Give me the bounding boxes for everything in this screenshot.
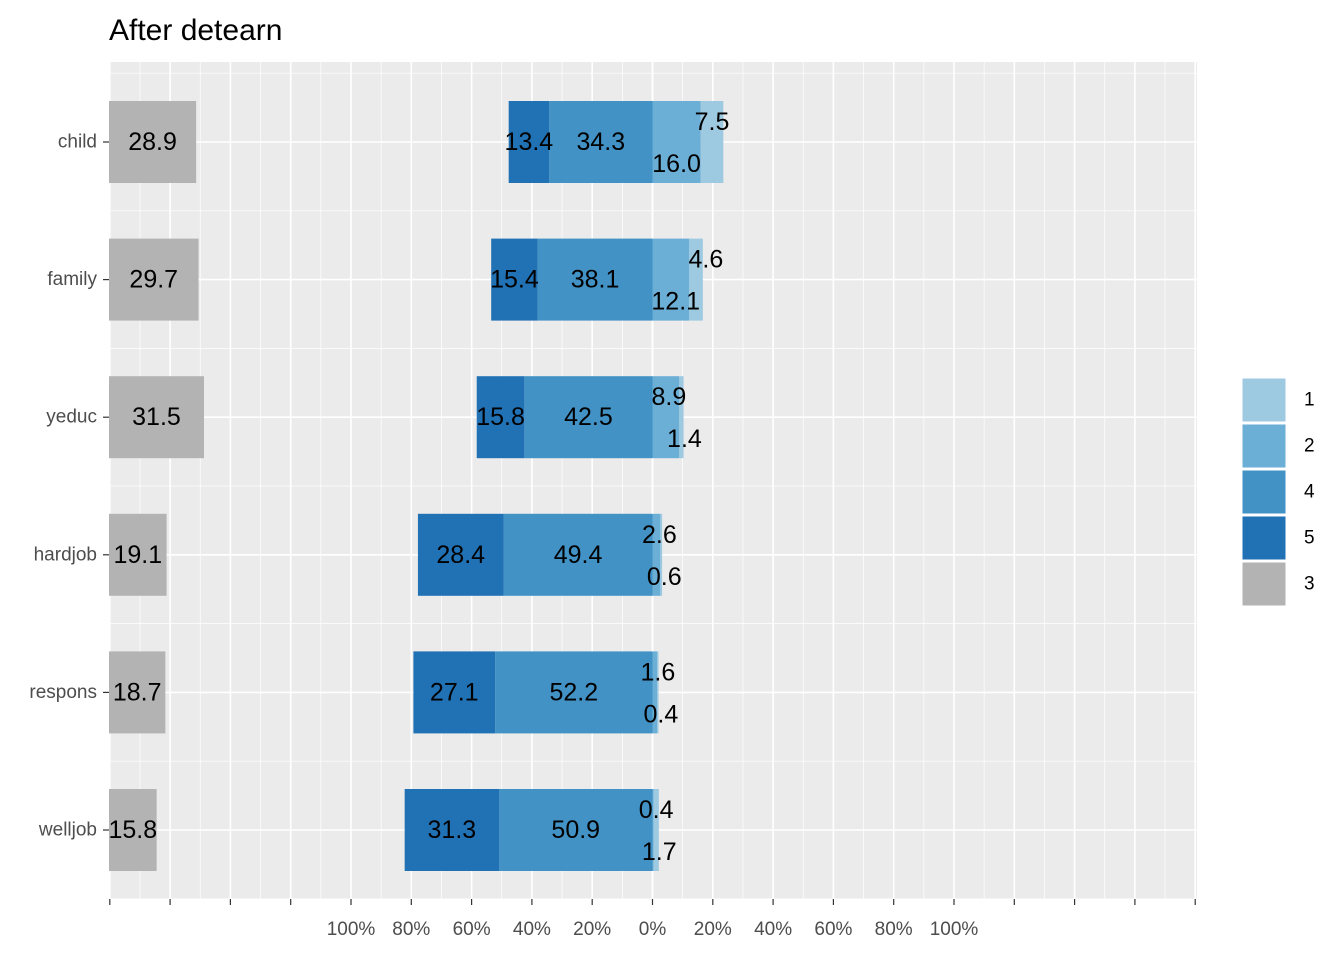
bar-segment-2-respons <box>652 651 658 734</box>
bar-segment-5-welljob <box>404 789 500 871</box>
y-axis: child family yeduc hardjob respons welljob <box>29 132 109 841</box>
legend-key-4 <box>1241 469 1287 515</box>
legend-key-5 <box>1241 515 1287 561</box>
x-tick-label: 80% <box>392 919 430 940</box>
bar-label-1-hardjob: 0.6 <box>647 563 682 591</box>
bar-segment-1-child <box>700 101 724 183</box>
bar-segment-2-yeduc <box>652 376 680 459</box>
x-tick-label: 100% <box>327 919 376 940</box>
bar-label-3-child: 28.9 <box>128 128 177 156</box>
legend-label-1: 1 <box>1304 390 1315 411</box>
bar-segment-5-child <box>508 101 550 183</box>
x-tick-label: 20% <box>694 919 732 940</box>
bar-segment-2-child <box>652 101 701 183</box>
gridlines <box>109 62 1197 900</box>
bar-label-4-yeduc: 42.5 <box>564 403 613 431</box>
x-tick-label: 60% <box>453 919 491 940</box>
bar-segment-4-welljob <box>499 789 653 871</box>
bar-labels: 34.3 13.4 7.5 16.0 28.9 38.1 15.4 4.6 12.1 29.7 42… <box>108 108 729 866</box>
bar-label-1-welljob: 1.7 <box>642 838 677 866</box>
bar-segment-1-welljob <box>653 789 659 871</box>
x-tick-label: 80% <box>875 919 913 940</box>
bar-segment-4-family <box>537 238 653 321</box>
bar-label-5-welljob: 31.3 <box>428 816 477 844</box>
bar-label-5-child: 13.4 <box>505 128 554 156</box>
bar-label-4-family: 38.1 <box>571 266 620 294</box>
bar-segment-2-family <box>652 238 689 321</box>
bar-label-4-welljob: 50.9 <box>551 816 600 844</box>
legend: 1 2 4 5 3 <box>1241 377 1315 607</box>
bar-segment-3-yeduc <box>109 376 204 459</box>
bar-segment-1-hardjob <box>660 513 663 596</box>
legend-label-4: 4 <box>1304 482 1315 503</box>
x-tick-label: 20% <box>573 919 611 940</box>
bar-label-4-respons: 52.2 <box>549 678 598 706</box>
legend-label-5: 5 <box>1304 528 1315 549</box>
bar-label-1-respons: 0.4 <box>644 700 679 728</box>
bar-label-5-hardjob: 28.4 <box>436 541 485 569</box>
bar-segment-3-respons <box>109 651 166 734</box>
x-tick-label: 100% <box>930 919 979 940</box>
legend-key-2 <box>1241 423 1287 469</box>
bar-segment-4-hardjob <box>503 513 653 596</box>
legend-key-3 <box>1241 561 1287 607</box>
bar-segment-1-family <box>688 238 703 321</box>
bar-segment-5-hardjob <box>417 513 504 596</box>
bar-segment-4-respons <box>495 651 653 734</box>
bar-label-3-respons: 18.7 <box>113 678 162 706</box>
bar-label-3-family: 29.7 <box>129 266 178 294</box>
bar-label-2-yeduc: 8.9 <box>652 383 687 411</box>
y-tick-label-child: child <box>58 132 97 153</box>
bar-label-4-child: 34.3 <box>576 128 625 156</box>
legend-key-1 <box>1241 377 1287 423</box>
y-tick-label-yeduc: yeduc <box>46 407 97 428</box>
bar-label-1-child: 7.5 <box>695 108 730 136</box>
y-tick-label-hardjob: hardjob <box>34 544 97 565</box>
bar-label-3-hardjob: 19.1 <box>113 541 162 569</box>
bar-label-5-yeduc: 15.8 <box>476 403 525 431</box>
bar-segment-4-yeduc <box>524 376 653 459</box>
bar-label-1-family: 4.6 <box>689 246 724 274</box>
bar-segment-5-respons <box>413 651 496 734</box>
bar-segment-2-hardjob <box>652 513 661 596</box>
bar-label-3-welljob: 15.8 <box>108 816 157 844</box>
bar-label-1-yeduc: 1.4 <box>667 425 702 453</box>
bar-label-2-family: 12.1 <box>651 288 700 316</box>
bar-label-3-yeduc: 31.5 <box>132 403 181 431</box>
bar-label-5-family: 15.4 <box>490 266 539 294</box>
bar-label-2-child: 16.0 <box>652 150 701 178</box>
legend-label-3: 3 <box>1304 574 1315 595</box>
y-tick-label-family: family <box>47 269 97 290</box>
bar-segment-1-respons <box>657 651 659 734</box>
bars <box>109 101 724 871</box>
y-tick-label-respons: respons <box>29 682 97 703</box>
x-axis: 100% 80% 60% 40% 20% 0% 20% 40% 60% 80% 100% <box>109 899 1196 940</box>
bar-segment-2-welljob <box>652 789 654 871</box>
bar-segment-3-hardjob <box>109 513 167 596</box>
bar-segment-3-family <box>109 238 199 321</box>
bar-label-2-hardjob: 2.6 <box>642 521 677 549</box>
bar-segment-1-yeduc <box>679 376 684 459</box>
bar-segment-3-child <box>109 101 197 183</box>
bar-label-2-respons: 1.6 <box>641 658 676 686</box>
bar-segment-3-welljob <box>109 789 157 871</box>
y-tick-label-welljob: welljob <box>38 820 97 841</box>
x-tick-label: 40% <box>754 919 792 940</box>
bar-label-2-welljob: 0.4 <box>639 796 674 824</box>
bar-label-4-hardjob: 49.4 <box>554 541 603 569</box>
chart-title: After detearn <box>109 14 282 47</box>
x-tick-label: 60% <box>814 919 852 940</box>
bar-segment-5-yeduc <box>476 376 525 459</box>
x-tick-label: 40% <box>513 919 551 940</box>
bar-segment-4-child <box>549 101 653 183</box>
bar-label-5-respons: 27.1 <box>430 678 479 706</box>
x-tick-label: 0% <box>639 919 667 940</box>
legend-label-2: 2 <box>1304 436 1315 457</box>
bar-segment-5-family <box>491 238 538 321</box>
